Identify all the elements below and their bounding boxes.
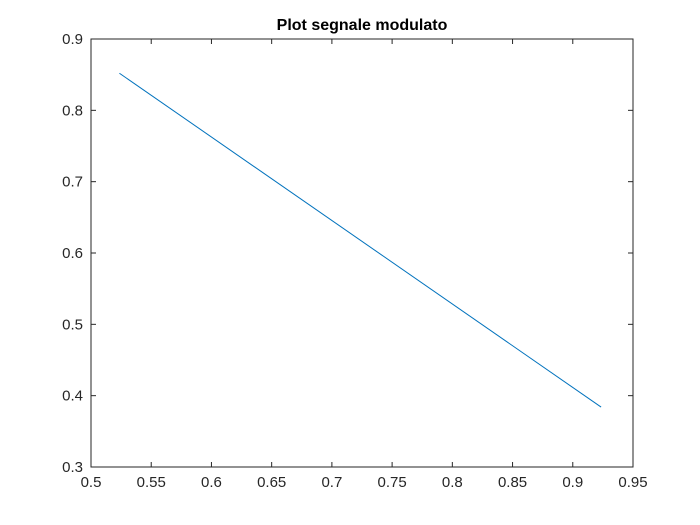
- series-layer: [119, 72, 602, 408]
- x-tick-label: 0.7: [321, 474, 342, 491]
- x-tick-label: 0.9: [562, 474, 583, 491]
- chart-title: Plot segnale modulato: [277, 17, 448, 34]
- x-tick-label: 0.55: [137, 474, 166, 491]
- y-tick-label: 0.5: [62, 316, 83, 333]
- plot-area-background: [91, 39, 633, 467]
- y-tick-label: 0.3: [62, 459, 83, 476]
- y-tick-label: 0.8: [62, 102, 83, 119]
- y-tick-label: 0.9: [62, 31, 83, 48]
- x-tick-label: 0.85: [498, 474, 527, 491]
- x-tick-labels: 0.5 0.55 0.6 0.65 0.7 0.75 0.8 0.85 0.9 0.95: [81, 474, 648, 491]
- x-tick-label: 0.95: [618, 474, 647, 491]
- x-tick-label: 0.8: [442, 474, 463, 491]
- x-tick-label: 0.6: [201, 474, 222, 491]
- x-tick-label: 0.5: [81, 474, 102, 491]
- series-line: [119, 72, 602, 408]
- y-tick-label: 0.6: [62, 245, 83, 262]
- x-tick-label: 0.75: [378, 474, 407, 491]
- y-tick-label: 0.7: [62, 174, 83, 191]
- ticks-layer: [90, 38, 634, 468]
- plot-area-border: [90, 38, 634, 468]
- y-tick-labels: 0.3 0.4 0.5 0.6 0.7 0.8 0.9: [62, 31, 83, 476]
- y-tick-label: 0.4: [62, 388, 83, 405]
- x-tick-label: 0.65: [257, 474, 286, 491]
